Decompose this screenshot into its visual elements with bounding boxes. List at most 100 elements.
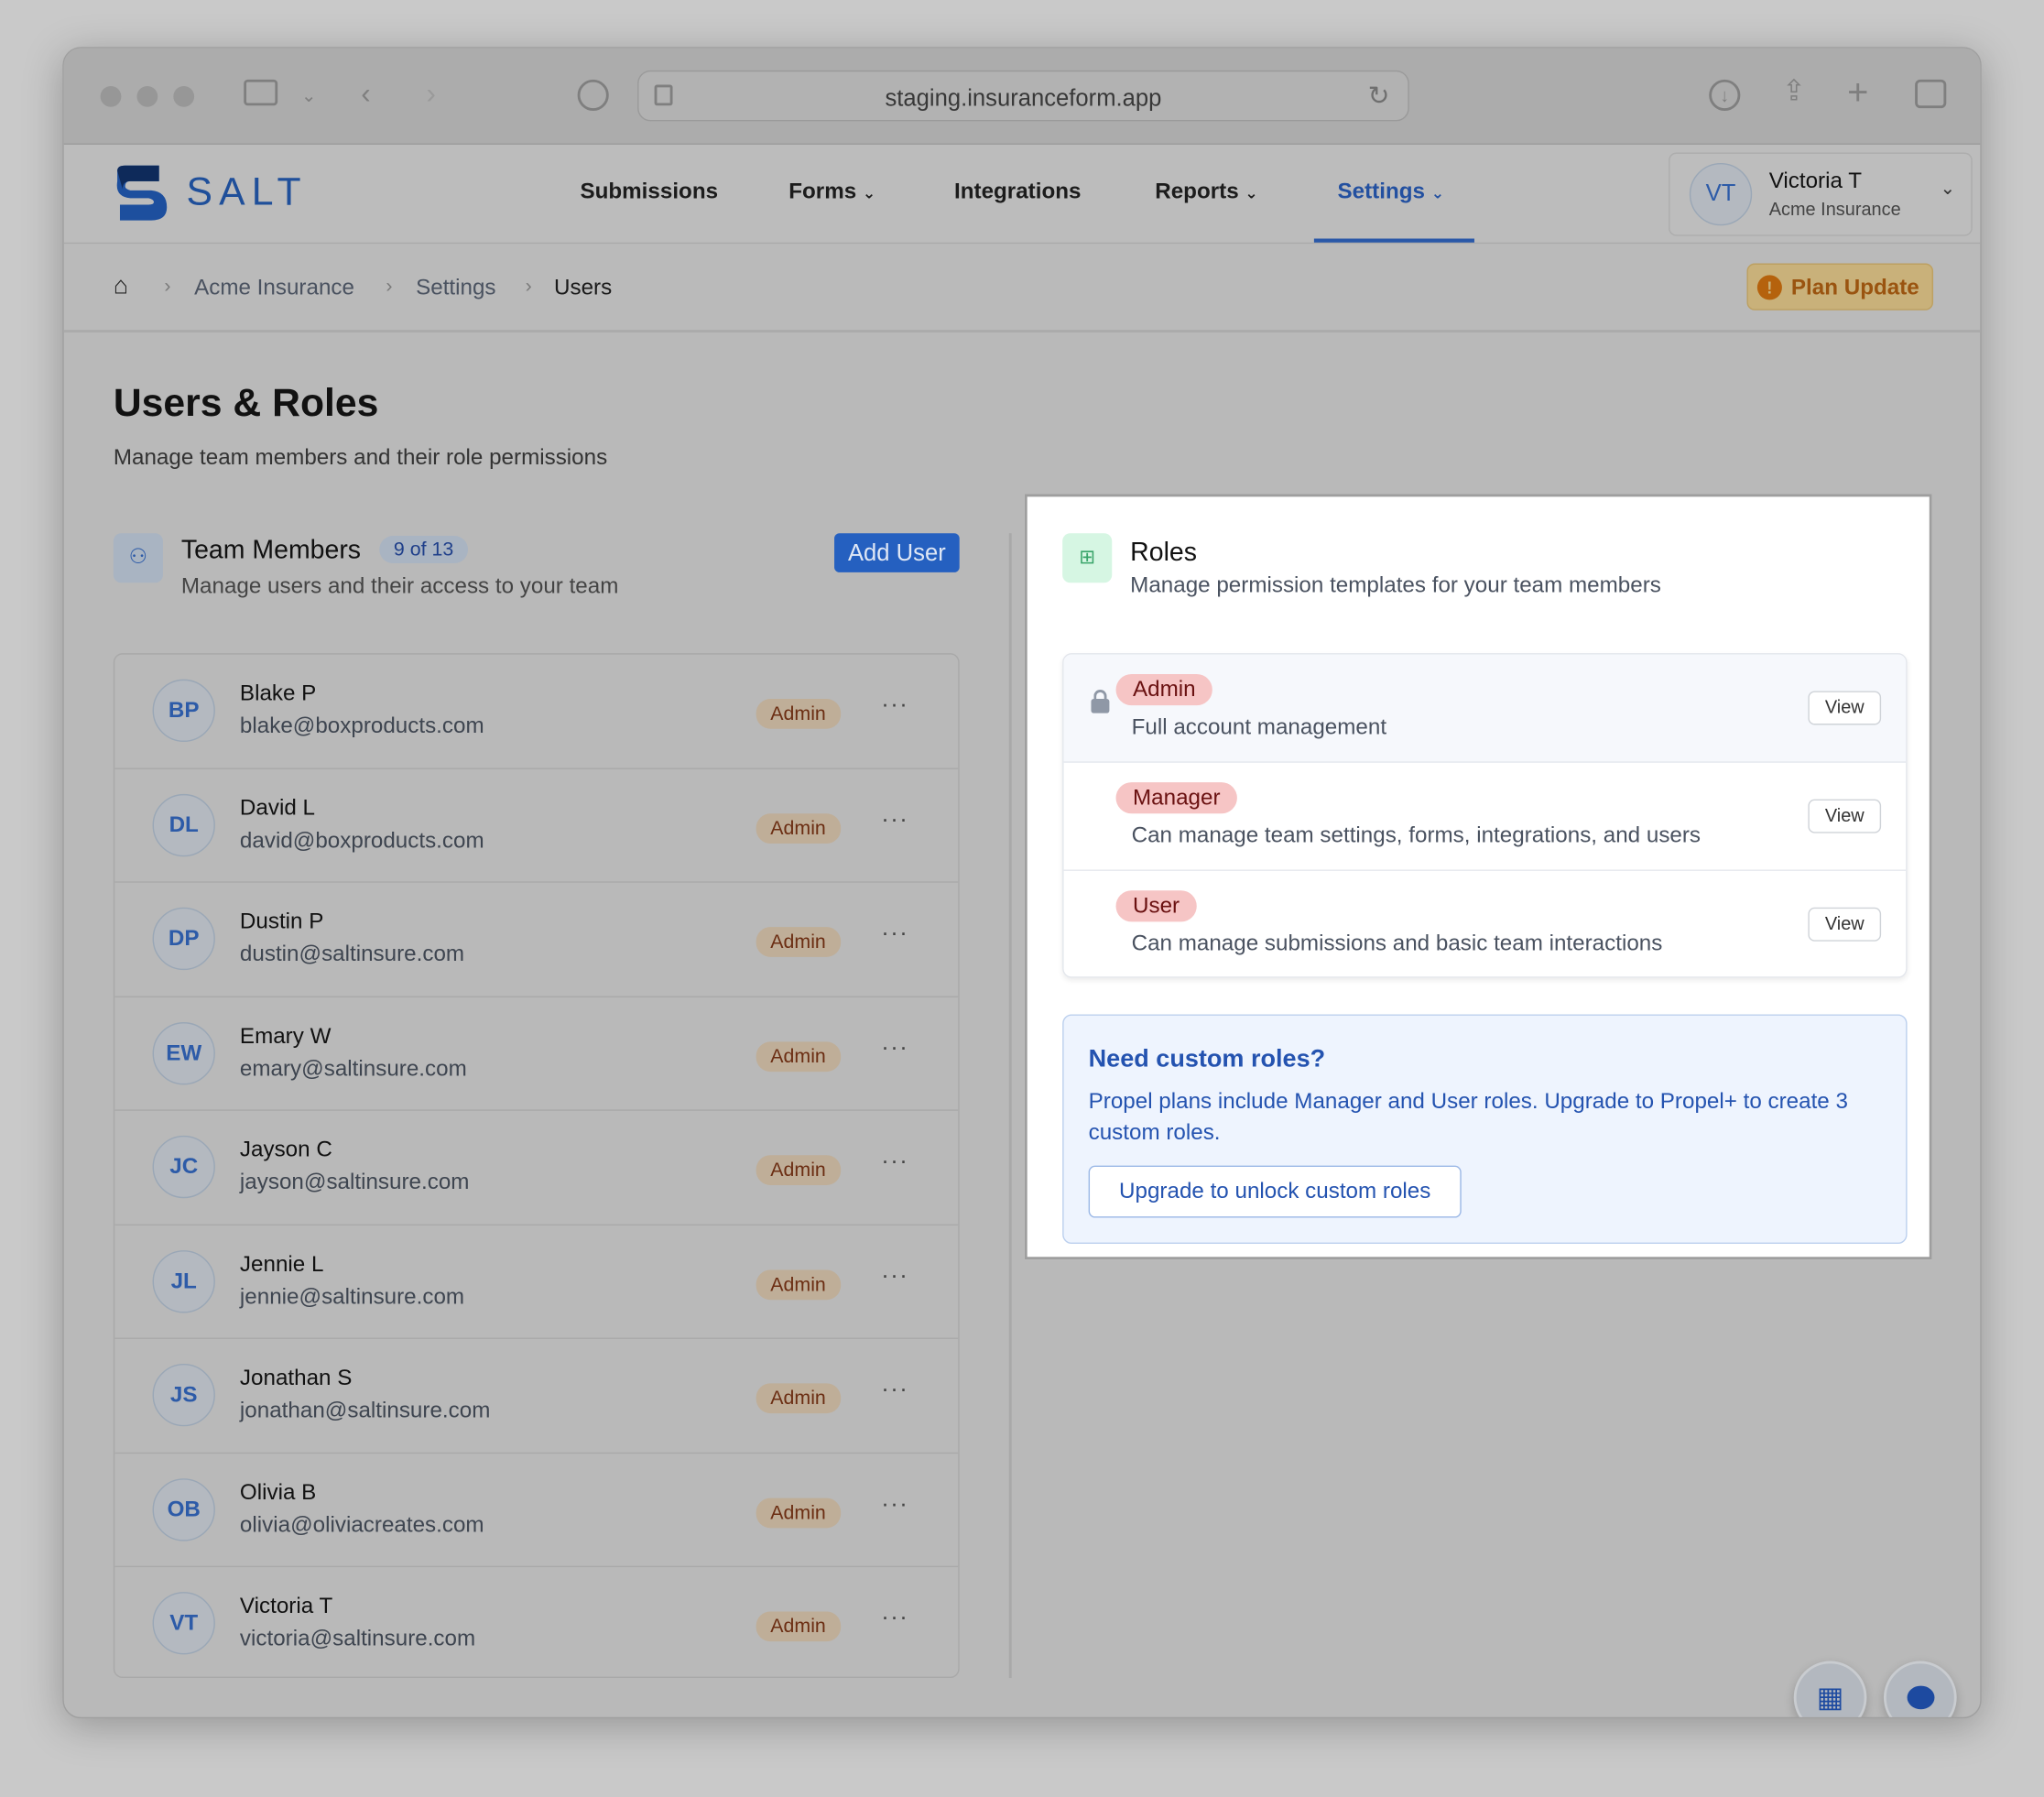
address-bar[interactable]: staging.insuranceform.app ↻ bbox=[637, 70, 1409, 122]
view-role-button[interactable]: View bbox=[1808, 799, 1882, 833]
share-icon[interactable]: ⇪ bbox=[1781, 74, 1807, 107]
user-name: Olivia B bbox=[239, 1478, 317, 1505]
roles-title: Roles bbox=[1130, 538, 1197, 568]
view-role-button[interactable]: View bbox=[1808, 691, 1882, 725]
home-icon[interactable]: ⌂ bbox=[113, 272, 129, 300]
download-icon[interactable]: ↓ bbox=[1709, 79, 1741, 111]
user-name: Victoria T bbox=[239, 1593, 333, 1618]
browser-window: ⌄ ‹ › staging.insuranceform.app ↻ ↓ ⇪ + … bbox=[62, 47, 1982, 1719]
role-list: Admin Full account management View Manage… bbox=[1062, 653, 1908, 978]
brand-name: SALT bbox=[186, 170, 308, 214]
chevron-down-icon: ⌄ bbox=[1245, 183, 1258, 202]
account-menu[interactable]: VT Victoria T Acme Insurance ⌄ bbox=[1669, 152, 1973, 236]
more-options-icon[interactable]: ··· bbox=[881, 1375, 909, 1402]
user-name: Jayson C bbox=[239, 1137, 332, 1162]
new-tab-icon[interactable]: + bbox=[1847, 71, 1869, 113]
user-row: JC Jayson C jayson@saltinsure.com Admin … bbox=[114, 1111, 959, 1225]
nav-forms-label: Forms bbox=[788, 179, 857, 204]
user-email: dustin@saltinsure.com bbox=[239, 941, 465, 966]
minimize-window-button[interactable] bbox=[136, 85, 158, 107]
roles-subtitle: Manage permission templates for your tea… bbox=[1130, 572, 1661, 597]
salt-logo[interactable] bbox=[112, 163, 169, 223]
more-options-icon[interactable]: ··· bbox=[881, 1033, 909, 1060]
more-options-icon[interactable]: ··· bbox=[881, 691, 909, 717]
url-text: staging.insuranceform.app bbox=[885, 84, 1162, 111]
roles-card: ⊞ Roles Manage permission templates for … bbox=[1024, 494, 1932, 1260]
sidebar-toggle-icon[interactable] bbox=[244, 79, 278, 106]
avatar: JC bbox=[152, 1135, 215, 1199]
user-email: emary@saltinsure.com bbox=[239, 1055, 467, 1081]
forward-icon[interactable]: › bbox=[426, 76, 436, 110]
upsell-title: Need custom roles? bbox=[1088, 1045, 1326, 1073]
avatar: VT bbox=[1689, 162, 1753, 226]
chevron-down-icon: ⌄ bbox=[1940, 177, 1956, 199]
role-badge: Admin bbox=[756, 927, 841, 957]
breadcrumb-settings[interactable]: Settings bbox=[416, 275, 496, 300]
user-name: David L bbox=[239, 794, 315, 820]
breadcrumb: ⌂ › Acme Insurance › Settings › Users ! … bbox=[63, 244, 1981, 332]
chevron-down-icon[interactable]: ⌄ bbox=[300, 84, 317, 106]
nav-reports-label: Reports bbox=[1155, 179, 1239, 204]
breadcrumb-acme[interactable]: Acme Insurance bbox=[194, 275, 354, 300]
user-name: Jennie L bbox=[239, 1250, 324, 1276]
nav-settings[interactable]: Settings ⌄ bbox=[1338, 179, 1445, 204]
role-name-badge: User bbox=[1115, 890, 1197, 922]
active-tab-indicator bbox=[1313, 238, 1474, 243]
reload-icon[interactable]: ↻ bbox=[1367, 82, 1390, 111]
role-badge: Admin bbox=[756, 698, 841, 729]
role-description: Full account management bbox=[1131, 714, 1387, 740]
chevron-right-icon: › bbox=[164, 275, 171, 298]
nav-integrations[interactable]: Integrations bbox=[954, 179, 1082, 204]
avatar: OB bbox=[152, 1477, 215, 1541]
back-icon[interactable]: ‹ bbox=[361, 76, 371, 110]
nav-reports[interactable]: Reports ⌄ bbox=[1155, 179, 1258, 204]
role-badge: Admin bbox=[756, 812, 841, 844]
account-org: Acme Insurance bbox=[1768, 198, 1901, 220]
nav-settings-label: Settings bbox=[1337, 179, 1425, 204]
user-name: Jonathan S bbox=[239, 1365, 353, 1390]
user-row: VT Victoria T victoria@saltinsure.com Ad… bbox=[114, 1567, 958, 1677]
chevron-down-icon: ⌄ bbox=[862, 183, 876, 202]
nav-forms[interactable]: Forms ⌄ bbox=[788, 179, 875, 204]
page-settings-icon[interactable] bbox=[654, 84, 673, 106]
close-window-button[interactable] bbox=[100, 85, 122, 107]
tabs-overview-icon[interactable] bbox=[1915, 79, 1947, 109]
nav-submissions[interactable]: Submissions bbox=[580, 179, 719, 204]
role-name-badge: Admin bbox=[1115, 673, 1213, 706]
user-email: jayson@saltinsure.com bbox=[239, 1169, 470, 1194]
user-email: jonathan@saltinsure.com bbox=[239, 1397, 491, 1423]
user-row: OB Olivia B olivia@oliviacreates.com Adm… bbox=[114, 1453, 959, 1568]
chevron-right-icon: › bbox=[386, 275, 393, 298]
avatar: EW bbox=[152, 1021, 215, 1084]
more-options-icon[interactable]: ··· bbox=[881, 1603, 909, 1630]
user-email: victoria@saltinsure.com bbox=[239, 1626, 476, 1651]
account-name: Victoria T bbox=[1768, 168, 1863, 193]
role-name-badge: Manager bbox=[1115, 782, 1238, 814]
role-row: Admin Full account management View bbox=[1063, 654, 1907, 763]
chat-button[interactable] bbox=[1883, 1661, 1957, 1717]
user-list: BP Blake P blake@boxproducts.com Admin ·… bbox=[113, 653, 960, 1679]
more-options-icon[interactable]: ··· bbox=[881, 1147, 909, 1174]
role-badge: Admin bbox=[756, 1497, 841, 1528]
upgrade-button[interactable]: Upgrade to unlock custom roles bbox=[1088, 1165, 1462, 1218]
grid-icon: ▦ bbox=[1816, 1680, 1844, 1714]
user-row: JS Jonathan S jonathan@saltinsure.com Ad… bbox=[114, 1339, 959, 1454]
add-user-button[interactable]: Add User bbox=[834, 533, 960, 572]
plan-update-button[interactable]: ! Plan Update bbox=[1746, 263, 1934, 310]
user-row: BP Blake P blake@boxproducts.com Admin ·… bbox=[114, 655, 959, 769]
user-row: JL Jennie L jennie@saltinsure.com Admin … bbox=[114, 1225, 959, 1339]
more-options-icon[interactable]: ··· bbox=[881, 1261, 909, 1288]
role-badge: Admin bbox=[756, 1040, 841, 1072]
avatar: JL bbox=[152, 1249, 215, 1312]
apps-button[interactable]: ▦ bbox=[1793, 1661, 1867, 1717]
alert-icon: ! bbox=[1756, 275, 1782, 300]
chat-icon bbox=[1907, 1685, 1935, 1710]
user-name: Emary W bbox=[239, 1022, 332, 1048]
more-options-icon[interactable]: ··· bbox=[881, 919, 909, 946]
more-options-icon[interactable]: ··· bbox=[881, 1489, 909, 1516]
view-role-button[interactable]: View bbox=[1808, 907, 1882, 942]
role-row: Manager Can manage team settings, forms,… bbox=[1063, 763, 1907, 871]
maximize-window-button[interactable] bbox=[173, 85, 195, 107]
privacy-icon[interactable] bbox=[577, 79, 609, 111]
more-options-icon[interactable]: ··· bbox=[881, 805, 909, 832]
